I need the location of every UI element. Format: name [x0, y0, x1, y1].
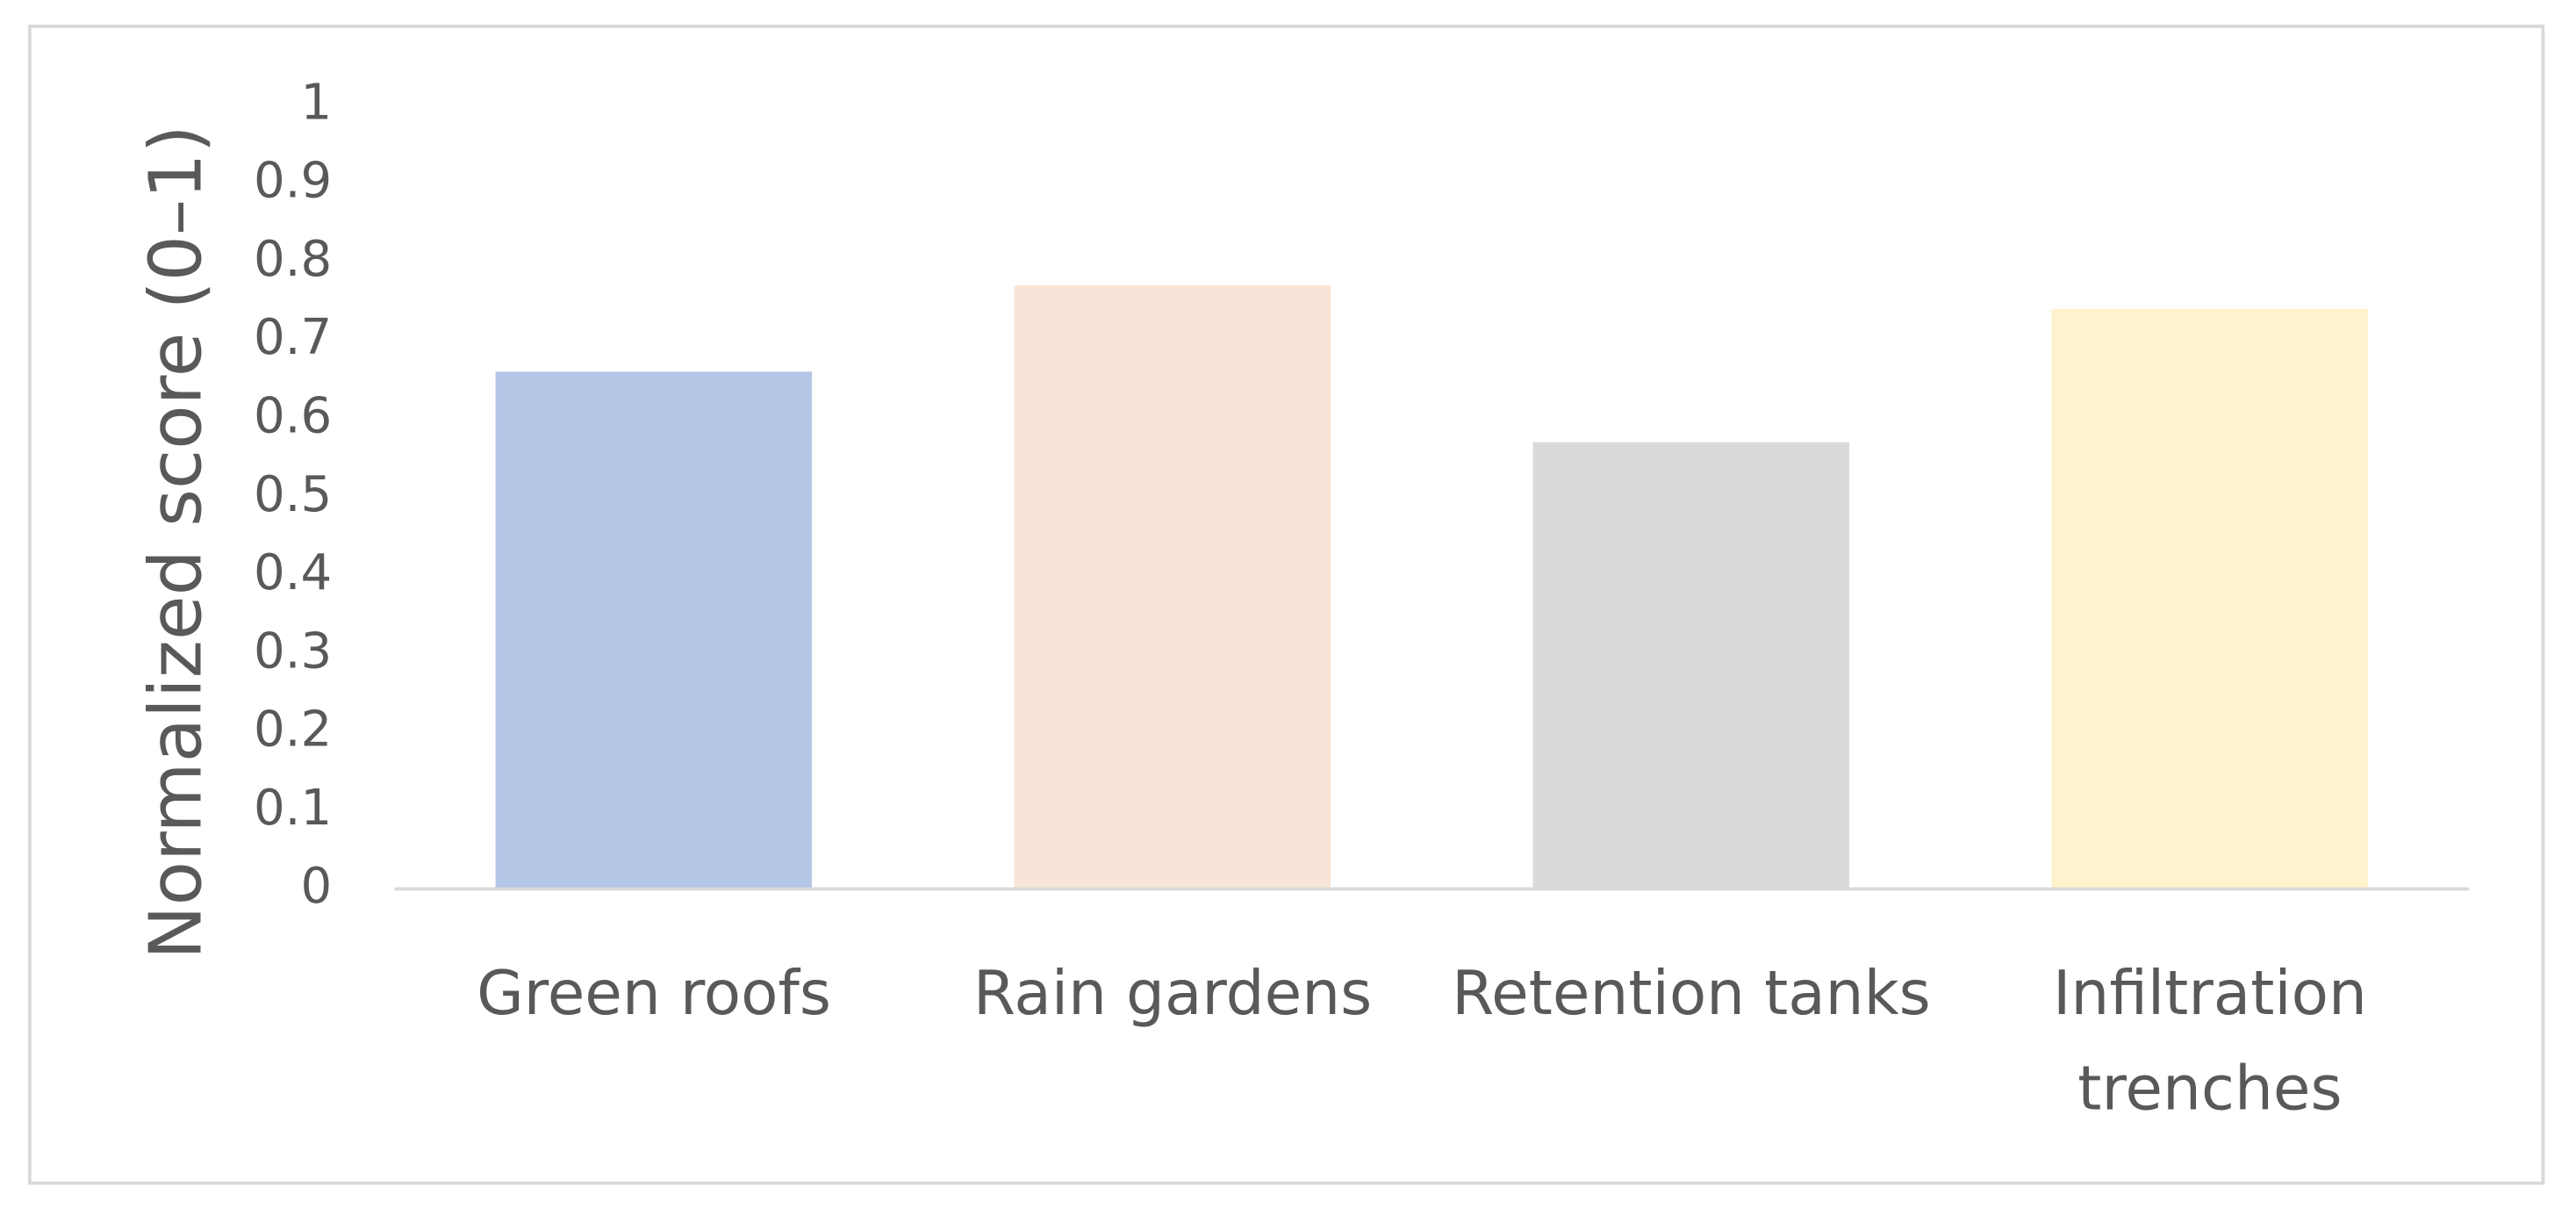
x-tick-label: Infiltration trenches: [2053, 958, 2367, 1125]
y-tick-label: 0.1: [254, 780, 332, 837]
x-tick-label: Rain gardens: [972, 958, 1373, 1029]
y-tick-label: 0.9: [254, 153, 332, 210]
x-tick-label: Retention tanks: [1452, 958, 1931, 1029]
bar: [1014, 285, 1331, 889]
bar: [495, 371, 813, 889]
y-tick-label: 0.3: [254, 622, 332, 680]
x-tick-label-box: Retention tanks: [1452, 958, 1931, 1029]
y-tick-label: 0.5: [254, 466, 332, 523]
y-tick-label: 1: [300, 74, 332, 131]
bar: [2051, 308, 2368, 889]
y-tick-label: 0.4: [254, 544, 332, 601]
x-tick-label-box: Rain gardens: [972, 958, 1373, 1029]
y-tick-label: 0: [300, 858, 332, 915]
x-tick-label-box: Green roofs: [477, 958, 831, 1029]
x-tick-label: Green roofs: [477, 958, 831, 1029]
y-tick-label: 0.7: [254, 309, 332, 366]
y-tick-label: 0.8: [254, 231, 332, 288]
x-tick-label-box: Infiltration trenches: [2053, 958, 2367, 1125]
y-tick-label: 0.2: [254, 702, 332, 759]
y-axis-title: Normalized score (0–1): [134, 125, 218, 960]
bar: [1532, 442, 1849, 889]
y-tick-label: 0.6: [254, 388, 332, 445]
